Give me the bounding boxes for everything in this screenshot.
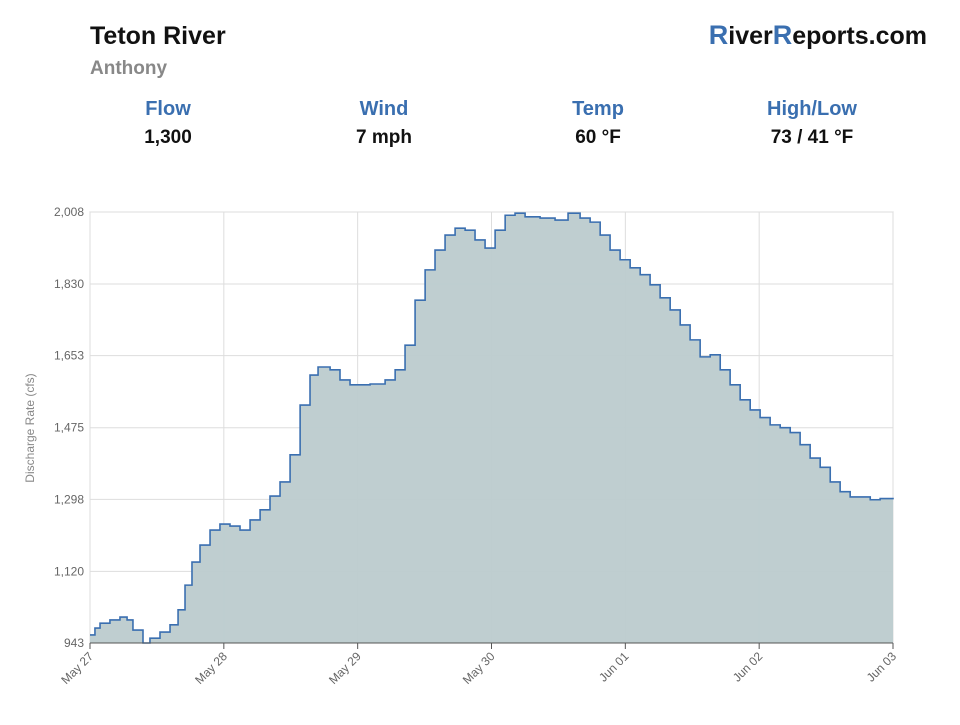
stat-label: High/Low <box>767 98 857 120</box>
stat-value: 7 mph <box>356 127 412 148</box>
x-tick-label: Jun 01 <box>596 649 632 685</box>
logo-part: R <box>709 20 729 50</box>
logo-part: iver <box>728 22 773 50</box>
x-tick-label: Jun 02 <box>730 649 766 685</box>
y-tick-label: 1,298 <box>54 492 84 506</box>
area-fill <box>90 213 893 643</box>
y-tick-label: 1,120 <box>54 564 84 578</box>
stat-label: Temp <box>572 98 624 120</box>
x-tick-label: Jun 03 <box>864 649 900 685</box>
river-title: Teton River <box>90 22 226 50</box>
y-tick-label: 943 <box>64 636 84 650</box>
x-tick-label: May 30 <box>460 649 498 687</box>
location: Anthony <box>90 58 167 79</box>
logo-part: R <box>773 20 793 50</box>
x-tick-label: May 29 <box>326 649 364 687</box>
logo[interactable]: RiverReports.com <box>709 20 927 50</box>
stat-value: 60 °F <box>575 127 621 148</box>
stat-label: Wind <box>360 98 409 120</box>
stat-label: Flow <box>145 98 191 120</box>
stat-value: 73 / 41 °F <box>771 127 854 148</box>
y-tick-label: 1,830 <box>54 277 84 291</box>
y-tick-label: 1,653 <box>54 349 84 363</box>
y-tick-label: 1,475 <box>54 421 84 435</box>
logo-part: eports.com <box>792 22 927 50</box>
x-tick-label: May 28 <box>192 649 230 687</box>
y-axis-label: Discharge Rate (cfs) <box>23 373 37 482</box>
stat-value: 1,300 <box>144 127 192 148</box>
y-tick-label: 2,008 <box>54 205 84 219</box>
flow-line <box>90 212 894 644</box>
x-tick-label: May 27 <box>58 649 96 687</box>
